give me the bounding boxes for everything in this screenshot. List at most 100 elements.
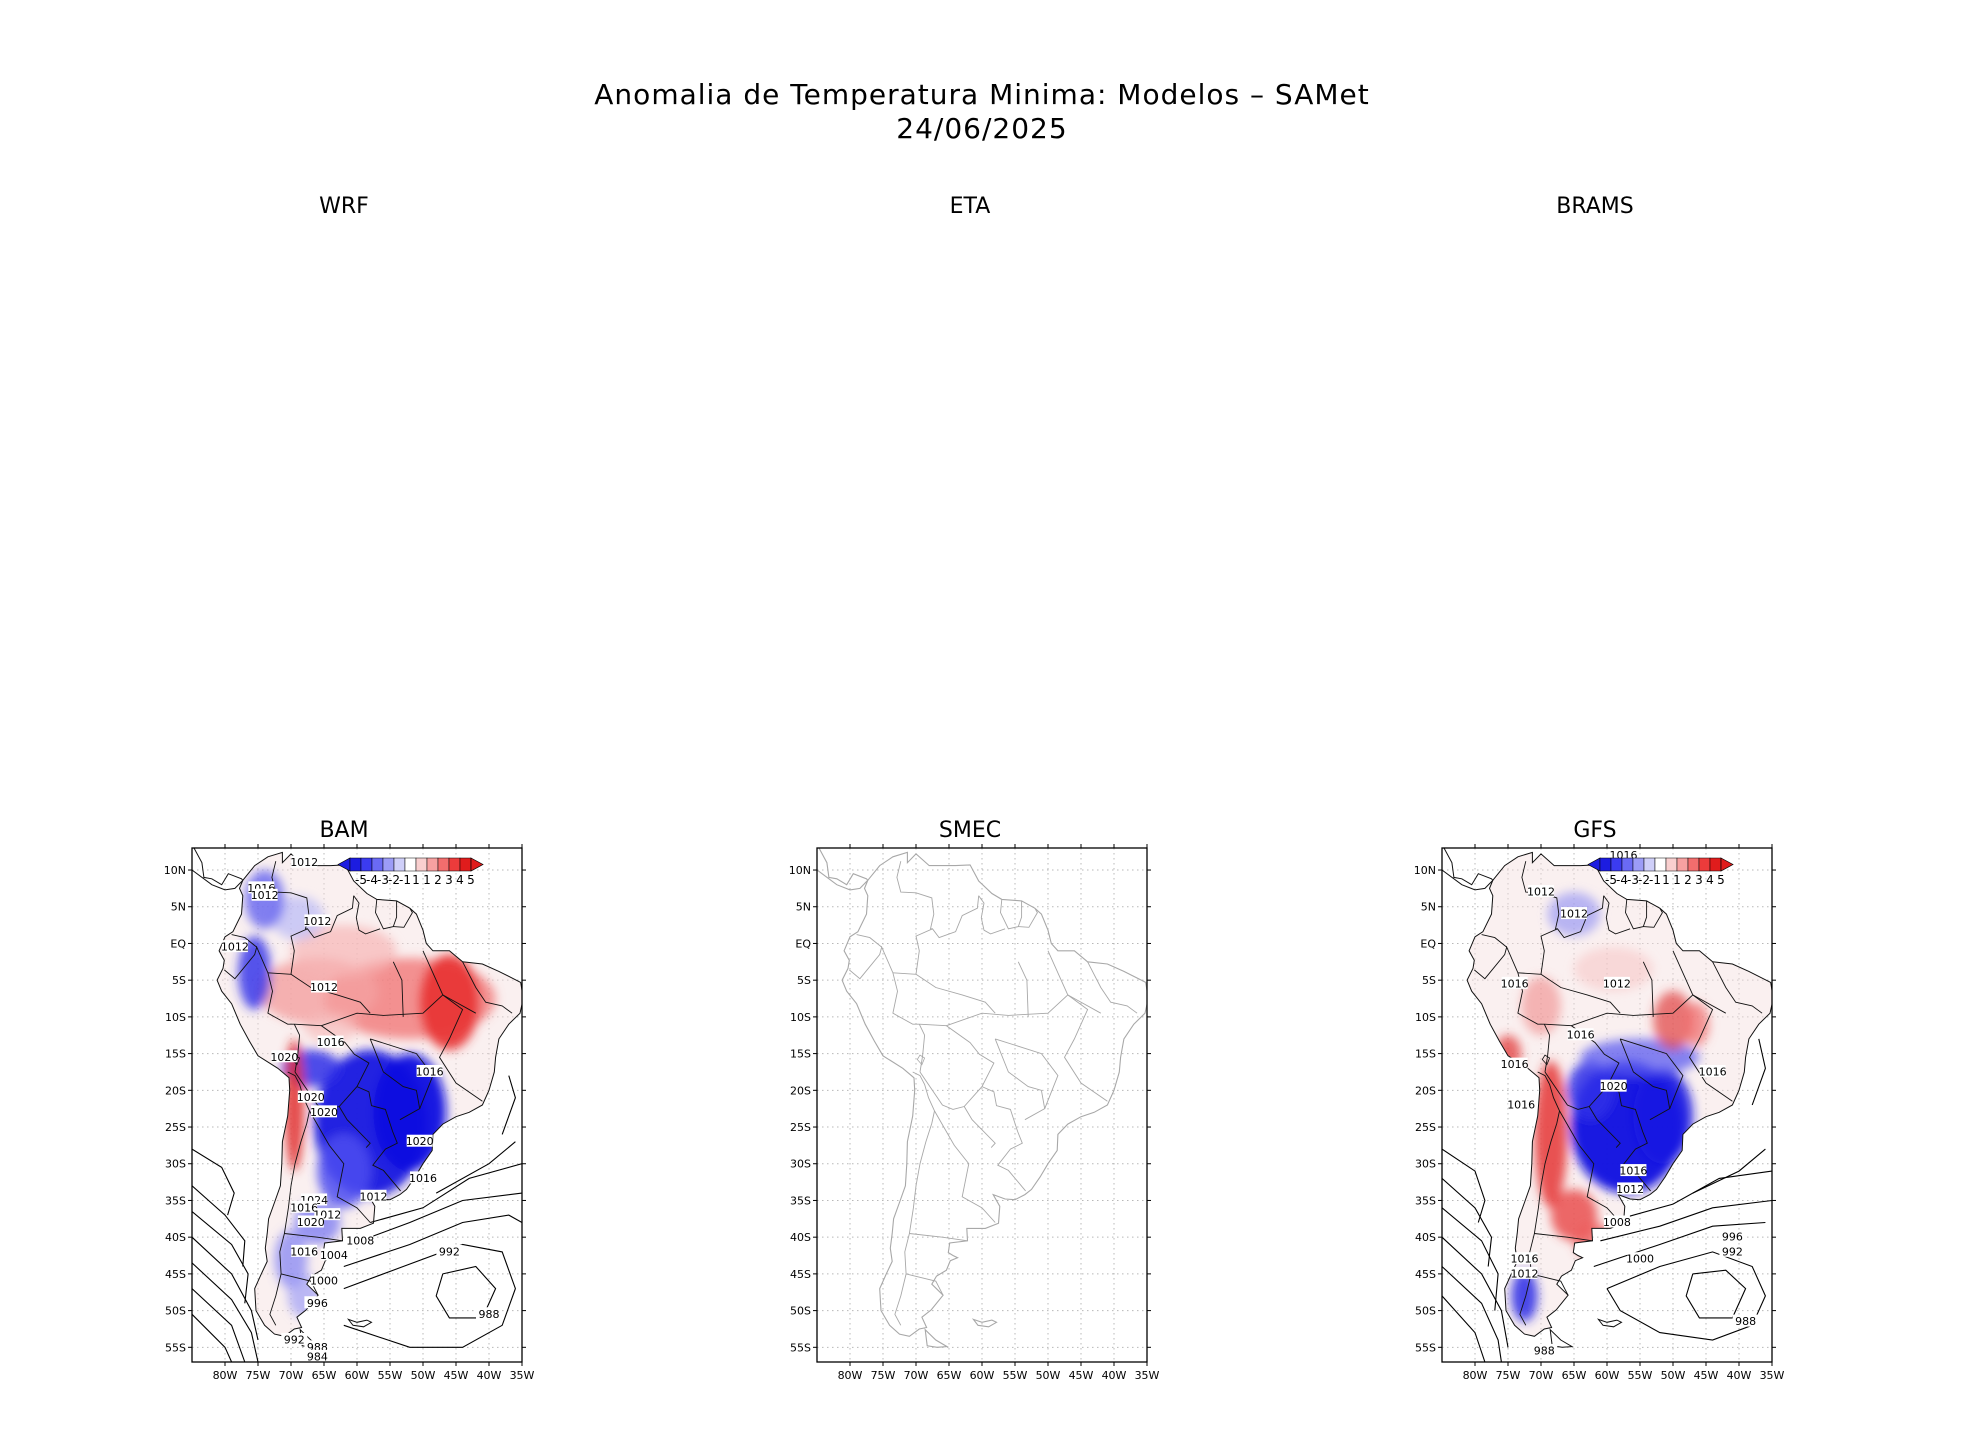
lon-tick-label: 45W [1694,1369,1719,1382]
isobar-line [435,1141,516,1194]
isobar-label-bg [436,1244,463,1257]
axis-ticks [188,844,526,1366]
isobar-label: 1016 [1511,1253,1539,1266]
border-line [1625,899,1648,930]
colorbar-label: 4 [1706,873,1714,887]
anomaly-patch [1682,1002,1710,1047]
lon-tick-label: 70W [1529,1369,1554,1382]
isobar-label: 1020 [406,1135,434,1148]
lat-tick-label: 10S [1415,1011,1436,1024]
lon-tick-label: 60W [970,1369,995,1382]
lon-tick-label: 35W [1760,1369,1785,1382]
isobar-label-bg [1528,885,1554,898]
lat-tick-label: 25S [1415,1121,1436,1134]
isobar-line [1685,1269,1747,1319]
border-line [290,973,371,1014]
isobar-label-bg [1627,1252,1653,1265]
anomaly-patch [1633,1068,1693,1164]
ocean-background [817,848,1147,1362]
lon-tick-label: 45W [1069,1369,1094,1382]
border-line [995,1038,1059,1109]
lon-tick-label: 60W [345,1369,370,1382]
lat-tick-label: 45S [1415,1268,1436,1281]
lat-tick-label: 30S [1415,1158,1436,1171]
isobar-line [370,1163,522,1224]
border-line [267,972,295,1025]
isobar-label-bg [1719,1244,1746,1257]
axis-ticks [1438,844,1776,1366]
colorbar-label: 1 [412,873,420,887]
anomaly-patch [271,895,324,940]
isobar-line [501,1075,516,1135]
lat-tick-label: 5N [796,901,811,914]
lat-tick-label: 25S [790,1121,811,1134]
lon-tick-label: 75W [1496,1369,1521,1382]
lat-tick-label: 10S [165,1011,186,1024]
isobar-label-bg [1501,976,1528,989]
falkland-coastline [346,1318,373,1328]
colorbar-label: -2 [388,873,400,887]
border-line [1474,945,1519,980]
isobar-label: 1012 [1560,908,1588,921]
isobar-label: 1016 [1501,1058,1529,1071]
colorbar-label: 4 [456,873,464,887]
isobar-label: 1016 [317,1036,345,1049]
isobar-label-bg [311,1274,337,1287]
lat-tick-label: 40S [1415,1231,1436,1244]
anomaly-patch [1511,1270,1538,1322]
falkland-coastline [1596,1318,1623,1328]
border-line [894,1071,935,1326]
isobar-label-bg [1620,1164,1647,1177]
lat-tick-label: 40S [790,1231,811,1244]
isobar-line [343,1243,516,1348]
colorbar-swatch [1632,857,1645,872]
colorbar: -5 -4 -3 -2 -1 1 1 2 3 4 5 [1587,857,1734,887]
isobar-label: 988 [479,1308,500,1321]
isobar-line [192,1211,249,1304]
border-line [321,994,477,1027]
colorbar-swatch [382,857,395,872]
isobar-line [350,1192,522,1246]
border-line [309,1110,371,1223]
isobar-label: 1008 [1603,1216,1631,1229]
colorbar-label: -4 [366,873,378,887]
isobar-line [343,1214,522,1268]
colorbar-label: 5 [467,873,475,887]
isobar-label: 984 [307,1350,328,1363]
lat-tick-label: 5N [1421,901,1436,914]
lat-tick-label: 55S [790,1341,811,1354]
isobar-label-bg [406,1134,433,1147]
isobar-label: 1020 [1600,1080,1628,1093]
colorbar-label: 1 [1662,873,1670,887]
isobar-label-bg [311,980,337,993]
isobar-label: 996 [307,1297,328,1310]
colorbar-swatch [371,857,384,872]
border-line [1559,1110,1621,1223]
colorbar-swatch [1654,857,1667,872]
panel-title-wrf: WRF [319,194,369,219]
tierra-del-fuego-coastline [1549,1328,1574,1348]
border-line [963,1106,996,1148]
isobar-label-bg [304,1349,331,1362]
border-line [915,973,996,1014]
isobar-label-bg [320,1248,347,1261]
colorbar-swatch [1709,857,1722,872]
isobar-label: 1020 [310,1106,338,1119]
border-line [1481,934,1507,948]
isobar-line [1442,1148,1486,1223]
lon-tick-label: 65W [1562,1369,1587,1382]
central-america-coastline [192,848,244,891]
isobar-line [192,1288,246,1362]
isobar-line [1593,1221,1766,1268]
isobar-contours [192,1075,522,1362]
lat-tick-label: EQ [170,937,186,950]
colorbar-label: -1 [399,873,411,887]
isobar-label: 1016 [290,1201,318,1214]
lat-tick-label: 45S [165,1268,186,1281]
lat-tick-label: EQ [1420,937,1436,950]
isobar-line [1442,1236,1509,1348]
south-america-coastline [1466,851,1772,1337]
isobar-label: 1016 [416,1065,444,1078]
border-line [1620,1038,1684,1109]
isobar-line [1620,1170,1772,1220]
